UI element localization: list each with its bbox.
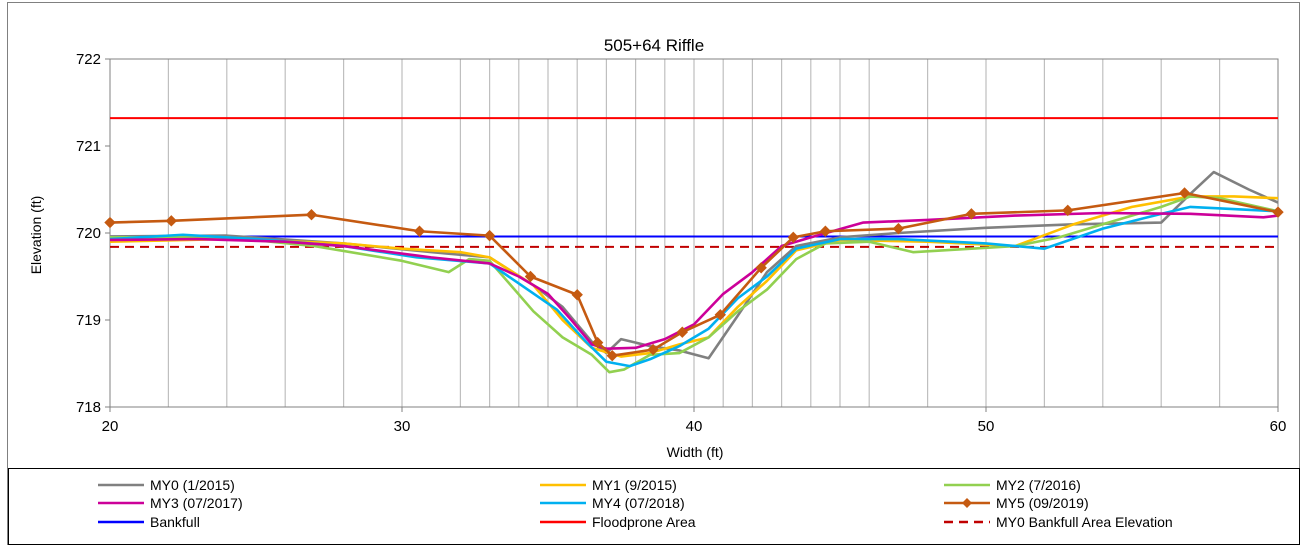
series-line-4 [109,205,1279,368]
series-marker-5-5 [524,270,537,283]
series-marker-5-7 [591,336,604,349]
series-line-1 [109,195,1279,358]
legend: MY0 (1/2015) MY1 (9/2015) MY2 (7/2016) MY3 … [98,477,1173,530]
series-marker-5-1 [165,215,178,227]
series-line-5 [109,191,1279,357]
series-marker-5-2 [305,209,318,221]
y-tick-label: 720 [76,225,101,242]
legend-marker-5 [962,498,972,508]
series-marker-5-18 [1178,187,1191,199]
y-tick-label: 718 [76,399,101,416]
series-marker-5-0 [104,216,116,229]
legend-label-3: MY3 (07/2017) [150,495,243,511]
y-tick-label: 721 [76,138,101,155]
legend-box [8,468,1300,545]
x-tick-label: 60 [1270,418,1287,435]
legend-label-7: Floodprone Area [592,514,696,530]
series-marker-5-13 [787,231,799,244]
x-tick-label: 20 [102,418,119,435]
series-marker-5-6 [571,289,583,301]
legend-label-5: MY5 (09/2019) [996,495,1089,511]
series-marker-5-9 [647,343,659,356]
series-marker-5-12 [755,262,767,274]
axis-layer: 20 30 40 50 60 718 719 720 721 722 [76,51,1286,435]
series-marker-5-15 [892,222,905,235]
y-axis-title: Elevation (ft) [28,196,44,275]
series-marker-5-16 [965,208,978,220]
series-marker-5-19 [1272,206,1284,218]
legend-label-1: MY1 (9/2015) [592,477,677,493]
series-marker-5-3 [413,225,426,237]
series-layer [104,117,1284,374]
chart-title: 505+64 Riffle [604,36,704,55]
legend-label-0: MY0 (1/2015) [150,477,235,493]
y-tick-label: 722 [76,51,101,68]
series-marker-5-8 [606,349,618,362]
x-axis-title: Width (ft) [667,444,724,460]
chart-frame: 20 30 40 50 60 718 719 720 721 722 505+64 Riffle … [7,2,1300,545]
legend-label-6: Bankfull [150,514,200,530]
x-tick-label: 50 [978,418,995,435]
x-tick-label: 40 [686,418,703,435]
x-tick-label: 30 [394,418,411,435]
series-marker-5-11 [714,309,726,321]
series-line-3 [109,211,1279,351]
legend-label-4: MY4 (07/2018) [592,495,685,511]
y-tick-label: 719 [76,312,101,329]
series-marker-5-10 [676,326,689,338]
series-marker-5-17 [1062,204,1074,217]
series-marker-5-14 [819,225,832,237]
legend-label-8: MY0 Bankfull Area Elevation [996,514,1173,530]
legend-label-2: MY2 (7/2016) [996,477,1081,493]
series-line-2 [110,195,1279,374]
series-marker-5-4 [483,229,496,242]
